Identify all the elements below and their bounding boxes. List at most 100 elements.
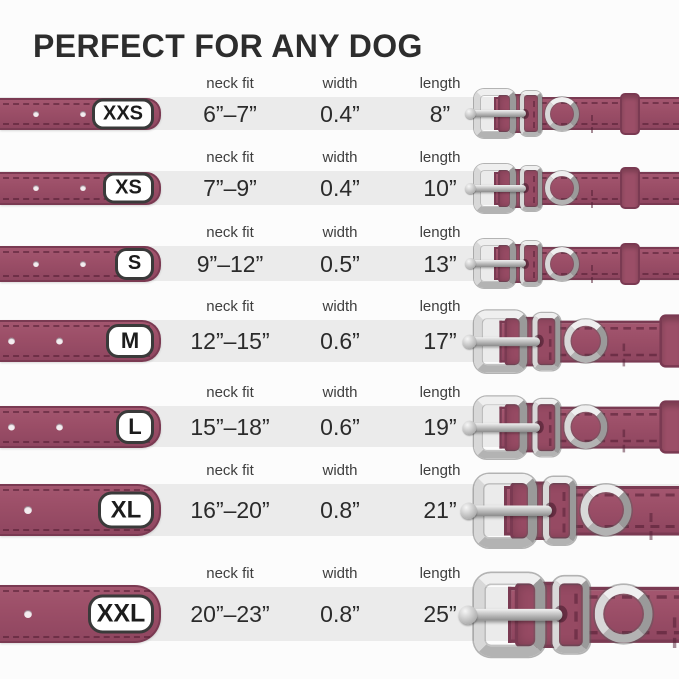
- size-badge: L: [116, 409, 154, 444]
- page-title: PERFECT FOR ANY DOG: [33, 28, 423, 64]
- width-value: 0.8”: [320, 601, 360, 627]
- stitching: [3, 636, 150, 638]
- collar-buckle-end: [458, 572, 679, 657]
- size-badge: XL: [98, 491, 154, 529]
- collar-hole: [33, 260, 39, 267]
- collar-hole: [56, 423, 63, 430]
- d-ring: [545, 96, 579, 131]
- stitching: [672, 616, 677, 648]
- stitching: [3, 274, 150, 277]
- collar-buckle-end: [465, 163, 679, 213]
- stitching: [548, 410, 552, 445]
- collar-strap-tip: L: [0, 405, 161, 448]
- column-header-length: length: [419, 384, 461, 401]
- buckle-prong: [468, 260, 526, 267]
- column-header-neck-fit: neck fit: [206, 462, 254, 479]
- width-value: 0.4”: [320, 175, 360, 201]
- leather-keeper: [659, 399, 679, 454]
- neck-fit-value: 7”–9”: [203, 175, 257, 201]
- d-ring: [580, 484, 632, 536]
- collar-strap-tip: XXL: [0, 585, 161, 643]
- size-badge: XXS: [92, 98, 154, 129]
- neck-fit-value: 20”–23”: [190, 601, 270, 627]
- collar-hole: [24, 506, 32, 514]
- length-value: 13”: [423, 250, 457, 277]
- stitching: [3, 410, 150, 413]
- width-value: 0.6”: [320, 328, 360, 354]
- column-header-width: width: [322, 224, 358, 241]
- stitching: [574, 592, 578, 639]
- column-header-length: length: [419, 75, 461, 92]
- length-value: 19”: [423, 413, 457, 440]
- neck-fit-value: 16”–20”: [190, 497, 270, 523]
- width-value: 0.5”: [320, 250, 360, 277]
- column-header-length: length: [419, 565, 461, 582]
- stitching: [548, 325, 552, 360]
- stitching: [518, 630, 679, 634]
- collar-buckle-end: [462, 395, 679, 459]
- collar-hole: [33, 110, 39, 117]
- stitching: [533, 175, 535, 203]
- column-header-neck-fit: neck fit: [206, 224, 254, 241]
- width-value: 0.8”: [320, 497, 360, 523]
- column-header-length: length: [419, 224, 461, 241]
- column-header-width: width: [322, 565, 358, 582]
- d-ring: [545, 246, 579, 281]
- stitching: [591, 265, 593, 283]
- d-ring: [545, 171, 579, 205]
- leather-keeper: [620, 167, 640, 209]
- column-header-neck-fit: neck fit: [206, 149, 254, 166]
- size-badge: XXL: [88, 594, 154, 634]
- size-badge: S: [115, 247, 154, 280]
- prong-hinge-cap: [465, 258, 476, 269]
- leather-keeper: [620, 242, 640, 285]
- column-header-width: width: [322, 462, 358, 479]
- size-badge: XS: [103, 172, 154, 204]
- length-value: 21”: [423, 497, 457, 523]
- length-value: 10”: [423, 175, 457, 201]
- stitching: [3, 529, 150, 531]
- prong-hinge-cap: [465, 182, 476, 194]
- column-header-width: width: [322, 384, 358, 401]
- stitching: [500, 102, 679, 104]
- collar-buckle-end: [465, 89, 679, 139]
- neck-fit-value: 6”–7”: [203, 100, 257, 127]
- column-header-neck-fit: neck fit: [206, 298, 254, 315]
- leather-keeper: [620, 92, 640, 135]
- buckle-prong: [465, 504, 552, 516]
- collar-strap-tip: XXS: [0, 97, 161, 130]
- buckle-prong: [468, 110, 526, 117]
- stitching: [562, 491, 566, 532]
- neck-fit-value: 15”–18”: [190, 413, 270, 440]
- d-ring: [564, 319, 608, 363]
- stitching: [649, 512, 653, 540]
- stitching: [500, 273, 679, 275]
- buckle-prong: [463, 608, 563, 620]
- collar-buckle-end: [465, 239, 679, 289]
- column-header-length: length: [419, 149, 461, 166]
- width-value: 0.4”: [320, 100, 360, 127]
- buckle-prong: [468, 184, 526, 192]
- size-badge: M: [106, 324, 154, 358]
- stitching: [3, 197, 150, 200]
- stitching: [500, 123, 679, 125]
- column-header-width: width: [322, 298, 358, 315]
- prong-hinge-cap: [462, 334, 477, 348]
- stitching: [533, 101, 535, 128]
- collar-buckle-end: [460, 473, 679, 548]
- column-header-neck-fit: neck fit: [206, 565, 254, 582]
- stitching: [500, 176, 679, 179]
- column-header-width: width: [322, 149, 358, 166]
- stitching: [3, 590, 150, 592]
- length-value: 8”: [429, 100, 451, 127]
- stitching: [622, 342, 626, 366]
- column-header-length: length: [419, 298, 461, 315]
- stitching: [3, 250, 150, 253]
- neck-fit-value: 12”–15”: [190, 328, 270, 354]
- stitching: [3, 355, 150, 357]
- prong-hinge-cap: [460, 501, 477, 519]
- column-header-width: width: [322, 75, 358, 92]
- stitching: [518, 594, 679, 598]
- leather-keeper: [659, 314, 679, 368]
